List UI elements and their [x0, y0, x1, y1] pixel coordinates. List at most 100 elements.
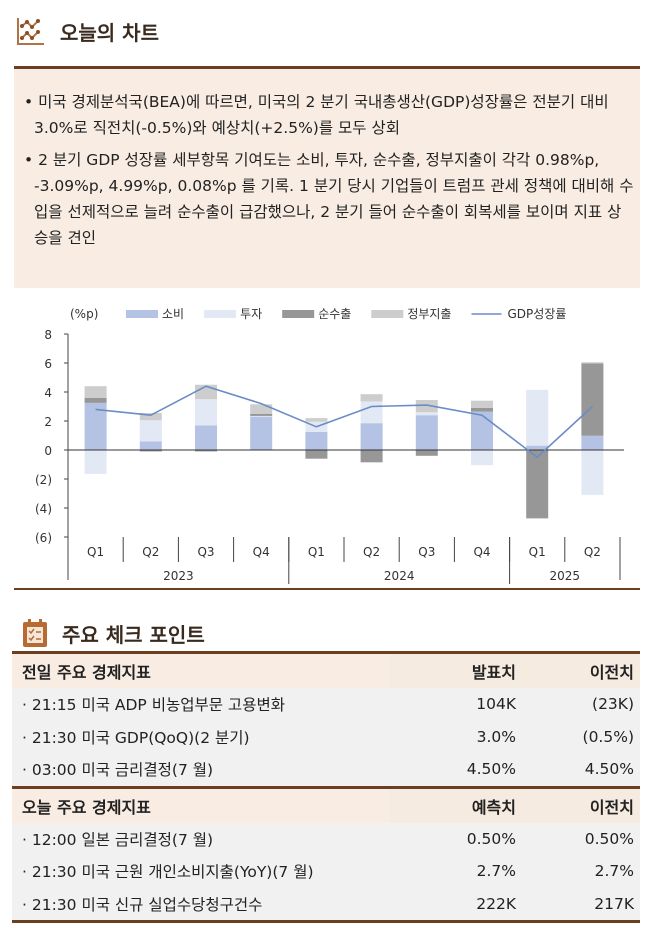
- x-tick-label: Q1: [87, 545, 104, 559]
- value: 3.0%: [476, 727, 516, 746]
- indicator: · 21:30 미국 GDP(QoQ)(2 분기): [22, 728, 250, 747]
- table-header: 전일 주요 경제지표 발표치 이전치: [12, 654, 640, 688]
- bar-순수출: [305, 450, 328, 459]
- header-forecast: 예측치: [471, 797, 516, 817]
- x-tick-label: Q2: [363, 545, 380, 559]
- bar-정부지출: [305, 418, 328, 422]
- header-previous: 이전치: [589, 663, 634, 682]
- bar-순수출: [360, 450, 383, 463]
- y-tick-label: 6: [44, 357, 52, 371]
- x-tick-label: Q2: [142, 545, 159, 559]
- bar-정부지출: [139, 413, 162, 421]
- legend-swatch: [204, 310, 237, 318]
- bar-정부지출: [360, 394, 383, 402]
- x-tick-label: Q3: [418, 545, 435, 559]
- bar-소비: [250, 416, 273, 450]
- indicator: · 21:15 미국 ADP 비농업부문 고용변화: [22, 696, 285, 715]
- previous: 4.50%: [584, 760, 634, 779]
- bar-순수출: [581, 363, 604, 436]
- y-tick-label: (6): [35, 531, 52, 545]
- bar-정부지출: [471, 400, 493, 408]
- legend-swatch: [126, 310, 158, 318]
- x-tick-label: Q2: [584, 545, 601, 559]
- indicator: · 12:00 일본 금리결정(7 월): [22, 830, 214, 849]
- year-label: 2023: [163, 569, 194, 583]
- checklist-icon: [23, 619, 47, 647]
- x-tick-label: Q1: [529, 545, 546, 559]
- legend-swatch: [371, 310, 404, 318]
- bar-투자: [139, 420, 162, 442]
- previous: 0.50%: [584, 829, 634, 848]
- bar-투자: [360, 401, 383, 424]
- x-tick-label: Q3: [197, 545, 214, 559]
- header-label: 전일 주요 경제지표: [22, 663, 151, 682]
- table-row: · 21:30 미국 근원 개인소비지출(YoY)(7 월) 2.7% 2.7%: [12, 855, 640, 888]
- previous: (23K): [592, 695, 634, 714]
- bar-소비: [526, 445, 549, 450]
- section-title-text: 주요 체크 포인트: [62, 622, 205, 647]
- bar-소비: [305, 431, 328, 450]
- y-tick-label: (4): [35, 502, 52, 516]
- table-row: · 21:15 미국 ADP 비농업부문 고용변화 104K (23K): [12, 688, 640, 721]
- line-GDP성장률: [95, 385, 593, 459]
- previous: 2.7%: [594, 862, 634, 881]
- x-tick-label: Q4: [253, 545, 270, 559]
- bar-투자: [471, 450, 493, 466]
- bullet-text: • 미국 경제분석국(BEA)에 따르면, 미국의 2 분기 국내총생산(GDP…: [24, 93, 609, 137]
- divider: [14, 66, 640, 69]
- bar-투자: [581, 450, 604, 495]
- value: 104K: [476, 695, 516, 714]
- legend-label: 투자: [240, 307, 262, 321]
- value: 0.50%: [466, 829, 516, 848]
- bar-소비: [471, 411, 493, 450]
- bar-소비: [139, 441, 162, 450]
- y-tick-label: 4: [44, 386, 52, 400]
- bar-투자: [526, 389, 549, 446]
- bar-소비: [360, 423, 383, 450]
- line-chart-icon: [17, 18, 44, 45]
- table-row: · 12:00 일본 금리결정(7 월) 0.50% 0.50%: [12, 822, 640, 855]
- x-tick-label: Q1: [308, 545, 325, 559]
- bar-순수출: [415, 450, 438, 456]
- header-label: 오늘 주요 경제지표: [22, 797, 151, 817]
- bar-정부지출: [415, 399, 438, 413]
- section-title-text: 오늘의 차트: [60, 20, 159, 45]
- bar-투자: [415, 412, 438, 416]
- year-label: 2024: [384, 569, 415, 583]
- summary-box: [14, 69, 640, 288]
- unit-label: (%p): [70, 307, 98, 321]
- legend-label: 순수출: [318, 307, 351, 321]
- y-tick-label: (2): [35, 473, 52, 487]
- bar-투자: [195, 399, 217, 426]
- header-previous: 이전치: [589, 797, 634, 817]
- section-title-todays-chart: 오늘의 차트: [16, 16, 159, 46]
- bar-순수출: [195, 450, 217, 452]
- y-tick-label: 8: [44, 328, 52, 342]
- bar-소비: [84, 402, 107, 450]
- header-actual: 발표치: [471, 663, 516, 682]
- table-row: · 21:30 미국 신규 실업수당청구건수 222K 217K: [12, 887, 640, 920]
- value: 4.50%: [466, 760, 516, 779]
- bar-순수출: [139, 450, 162, 452]
- value: 2.7%: [476, 862, 516, 881]
- bar-순수출: [526, 450, 549, 519]
- bar-정부지출: [526, 518, 549, 519]
- bar-정부지출: [250, 404, 273, 414]
- x-tick-label: Q4: [473, 545, 490, 559]
- indicator: · 21:30 미국 신규 실업수당청구건수: [22, 895, 263, 914]
- gdp-contribution-chart: (%p) 소비 투자 순수출 정부지출 GDP성장률 8 6 4 2 0 (2) (4) (6) Q1 Q2 Q…: [35, 307, 624, 584]
- previous: 217K: [594, 894, 634, 913]
- indicators-table: 전일 주요 경제지표 발표치 이전치 · 21:15 미국 ADP 비농업부문 …: [12, 651, 640, 923]
- legend-label: GDP성장률: [507, 307, 566, 321]
- indicator: · 03:00 미국 금리결정(7 월): [22, 761, 214, 780]
- legend-swatch: [282, 310, 315, 318]
- y-tick-label: 0: [44, 444, 52, 458]
- bar-순수출: [250, 413, 273, 416]
- bar-소비: [195, 425, 217, 450]
- bar-정부지출: [84, 386, 107, 398]
- divider: [14, 588, 640, 590]
- legend-label: 소비: [162, 307, 184, 321]
- year-label: 2025: [550, 569, 581, 583]
- bar-순수출: [84, 397, 107, 403]
- bar-순수출: [471, 407, 493, 412]
